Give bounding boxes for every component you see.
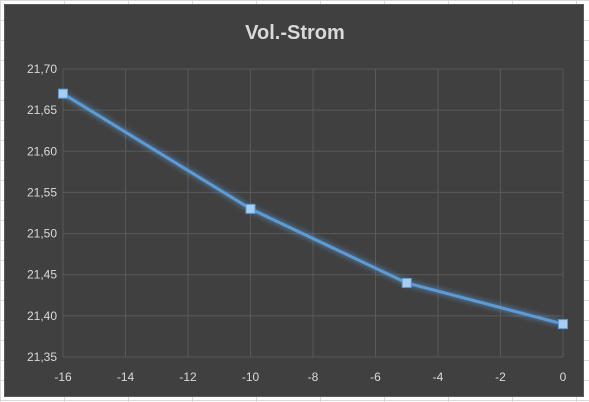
- data-point-marker: [245, 203, 256, 214]
- data-point-marker: [58, 88, 68, 99]
- y-tick-label: 21,60: [27, 144, 57, 158]
- x-tick-label: -16: [54, 370, 72, 384]
- chart-area[interactable]: Vol.-Strom 21,35 21,40 21,45 21,50 21,55 21,6…: [4, 4, 584, 397]
- series-line: [62, 92, 564, 326]
- chart-title: Vol.-Strom: [245, 22, 345, 44]
- y-tick-label: 21,70: [27, 62, 57, 76]
- x-tick-label: -10: [242, 370, 260, 384]
- x-tick-label: -8: [308, 370, 319, 384]
- x-tick-label: -4: [433, 370, 444, 384]
- x-tick-label: -2: [495, 370, 506, 384]
- y-tick-label: 21,45: [27, 268, 57, 282]
- y-tick-label: 21,65: [27, 103, 57, 117]
- gridlines: [62, 68, 564, 358]
- chart-svg: Vol.-Strom 21,35 21,40 21,45 21,50 21,55 21,6…: [27, 22, 568, 384]
- data-point-marker: [401, 277, 412, 288]
- y-tick-label: 21,40: [27, 309, 57, 323]
- y-tick-label: 21,55: [27, 185, 57, 199]
- y-tick-label: 21,35: [27, 350, 57, 364]
- x-axis-tick-labels: -16 -14 -12 -10 -8 -6 -4 -2 0: [54, 370, 566, 384]
- y-tick-label: 21,50: [27, 227, 57, 241]
- data-point-marker: [558, 319, 568, 330]
- x-tick-label: -14: [117, 370, 135, 384]
- plot-series: [58, 88, 568, 330]
- x-tick-label: -6: [370, 370, 381, 384]
- x-tick-label: -12: [179, 370, 197, 384]
- y-axis-tick-labels: 21,35 21,40 21,45 21,50 21,55 21,60 21,65 21,70: [27, 62, 57, 364]
- x-tick-label: 0: [560, 370, 567, 384]
